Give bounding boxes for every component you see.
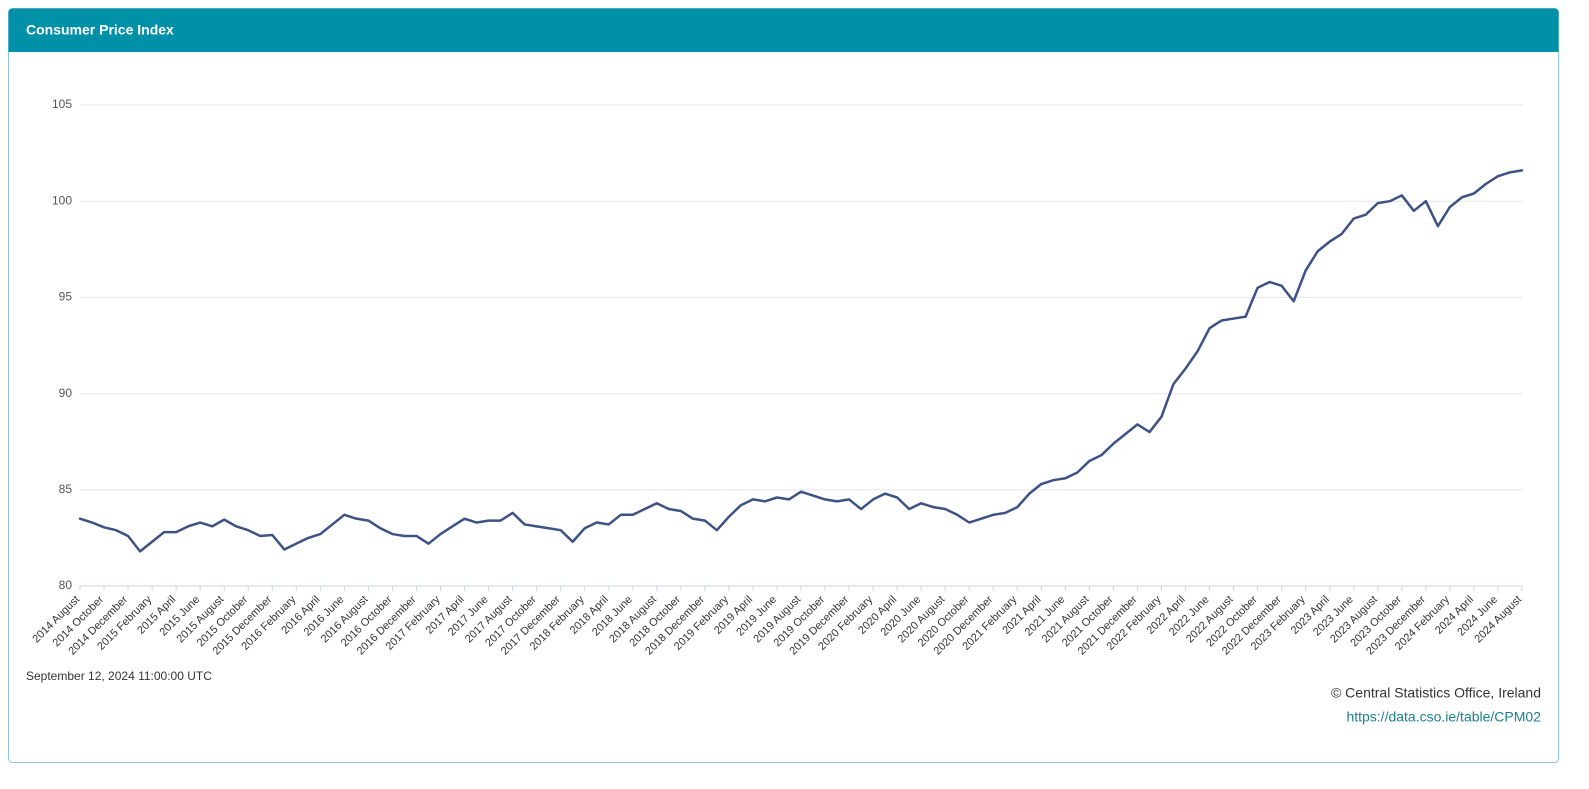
y-tick-label: 85 (59, 482, 73, 496)
y-tick-label: 90 (59, 386, 73, 400)
y-tick-label: 95 (59, 290, 73, 304)
chart-title: Consumer Price Index (26, 22, 174, 38)
data-line (78, 169, 1524, 553)
timestamp: September 12, 2024 11:00:00 UTC (26, 669, 212, 683)
credit: © Central Statistics Office, Ireland (1331, 685, 1541, 701)
y-tick-label: 100 (52, 193, 72, 207)
source-link[interactable]: https://data.cso.ie/table/CPM02 (1346, 709, 1541, 725)
y-tick-label: 105 (52, 97, 72, 111)
card (8, 8, 1559, 763)
card-header (8, 8, 1559, 52)
y-tick-label: 80 (59, 578, 73, 592)
